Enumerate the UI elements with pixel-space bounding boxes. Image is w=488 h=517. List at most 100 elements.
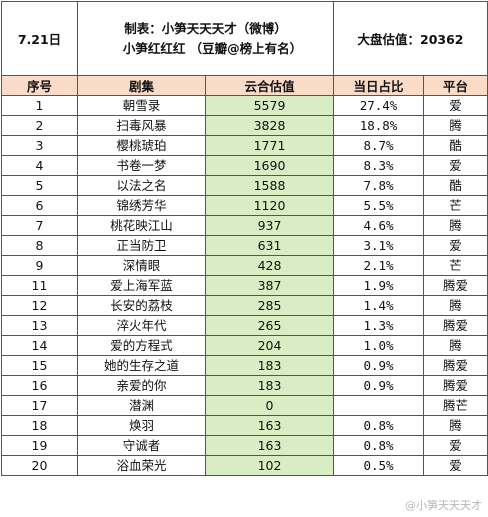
rank-cell: 3 [1,135,78,156]
title-cell: 朝雪录 [77,95,206,116]
value-cell: 387 [204,275,335,296]
table-row: 3 樱桃琥珀 1771 8.7% 酷 [1,135,488,156]
table-row: 9 深情眼 428 2.1% 芒 [1,255,488,276]
rank-cell: 12 [1,295,78,316]
rank-cell: 11 [1,275,78,296]
platform-cell: 酷 [423,175,488,196]
share-cell: 4.6% [333,215,425,236]
rank-cell: 5 [1,175,78,196]
share-cell: 2.1% [333,255,425,276]
platform-cell: 芒 [423,255,488,276]
share-cell: 0.8% [333,435,425,456]
table-row: 17 潜渊 0 腾芒 [1,395,488,416]
title-cell: 亲爱的你 [77,375,206,396]
share-cell: 0.5% [333,455,425,476]
value-cell: 1690 [204,155,335,176]
table-row: 15 她的生存之道 183 0.9% 腾爱 [1,355,488,376]
table-row: 14 爱的方程式 204 1.0% 腾 [1,335,488,356]
table-row: 16 亲爱的你 183 0.9% 腾爱 [1,375,488,396]
total-estimate: 大盘估值：20362 [333,1,488,76]
title-cell: 樱桃琥珀 [77,135,206,156]
table-row: 1 朝雪录 5579 27.4% 爱 [1,95,488,116]
title-cell: 书卷一梦 [77,155,206,176]
title-cell: 守诚者 [77,435,206,456]
table-row: 13 淬火年代 265 1.3% 腾爱 [1,315,488,336]
title-cell: 长安的荔枝 [77,295,206,316]
title-cell: 淬火年代 [77,315,206,336]
ranking-table: 7.21日 制表：小笋天天天才（微博） 小笋红红红 （豆瓣@榜上有名） 大盘估值… [1,1,488,476]
value-cell: 265 [204,315,335,336]
platform-cell: 腾爱 [423,375,488,396]
table-row: 11 爱上海军蓝 387 1.9% 腾爱 [1,275,488,296]
rank-cell: 19 [1,435,78,456]
platform-cell: 腾 [423,295,488,316]
rank-cell: 15 [1,355,78,376]
share-cell: 18.8% [333,115,425,136]
value-cell: 163 [204,435,335,456]
value-cell: 937 [204,215,335,236]
share-cell: 27.4% [333,95,425,116]
title-cell: 深情眼 [77,255,206,276]
table-row: 4 书卷一梦 1690 8.3% 爱 [1,155,488,176]
share-cell: 1.0% [333,335,425,356]
table-row: 18 焕羽 163 0.8% 腾 [1,415,488,436]
rank-cell: 8 [1,235,78,256]
title-cell: 正当防卫 [77,235,206,256]
value-cell: 1588 [204,175,335,196]
watermark: @小笋天天天才 [405,499,482,512]
share-cell: 0.9% [333,375,425,396]
title-cell: 浴血荣光 [77,455,206,476]
rank-cell: 14 [1,335,78,356]
value-cell: 3828 [204,115,335,136]
col-header-value: 云合估值 [204,75,335,96]
title-cell: 爱上海军蓝 [77,275,206,296]
share-cell: 1.3% [333,315,425,336]
platform-cell: 酷 [423,135,488,156]
table-row: 20 浴血荣光 102 0.5% 爱 [1,455,488,476]
rank-cell: 20 [1,455,78,476]
col-header-share: 当日占比 [333,75,425,96]
rank-cell: 18 [1,415,78,436]
platform-cell: 腾 [423,415,488,436]
column-header-row: 序号 剧集 云合估值 当日占比 平台 [1,75,488,96]
value-cell: 631 [204,235,335,256]
share-cell: 1.4% [333,295,425,316]
platform-cell: 爱 [423,455,488,476]
value-cell: 0 [204,395,335,416]
rank-cell: 7 [1,215,78,236]
platform-cell: 腾爱 [423,355,488,376]
share-cell: 0.8% [333,415,425,436]
table-row: 19 守诚者 163 0.8% 爱 [1,435,488,456]
table-row: 5 以法之名 1588 7.8% 酷 [1,175,488,196]
value-cell: 183 [204,355,335,376]
share-cell: 3.1% [333,235,425,256]
rank-cell: 17 [1,395,78,416]
value-cell: 5579 [204,95,335,116]
rank-cell: 6 [1,195,78,216]
title-cell: 桃花映江山 [77,215,206,236]
title-cell: 以法之名 [77,175,206,196]
share-cell [333,395,425,416]
rank-cell: 1 [1,95,78,116]
title-cell: 潜渊 [77,395,206,416]
title-cell: 爱的方程式 [77,335,206,356]
maker-line-1: 制表：小笋天天天才（微博） [124,20,287,36]
value-cell: 285 [204,295,335,316]
value-cell: 1771 [204,135,335,156]
rank-cell: 9 [1,255,78,276]
table-row: 2 扫毒风暴 3828 18.8% 腾 [1,115,488,136]
platform-cell: 爱 [423,155,488,176]
value-cell: 183 [204,375,335,396]
platform-cell: 腾 [423,335,488,356]
share-cell: 1.9% [333,275,425,296]
platform-cell: 腾芒 [423,395,488,416]
title-row: 7.21日 制表：小笋天天天才（微博） 小笋红红红 （豆瓣@榜上有名） 大盘估值… [1,1,488,76]
platform-cell: 芒 [423,195,488,216]
platform-cell: 爱 [423,235,488,256]
platform-cell: 腾爱 [423,315,488,336]
table-row: 12 长安的荔枝 285 1.4% 腾 [1,295,488,316]
platform-cell: 腾爱 [423,275,488,296]
table-row: 6 锦绣芳华 1120 5.5% 芒 [1,195,488,216]
value-cell: 1120 [204,195,335,216]
